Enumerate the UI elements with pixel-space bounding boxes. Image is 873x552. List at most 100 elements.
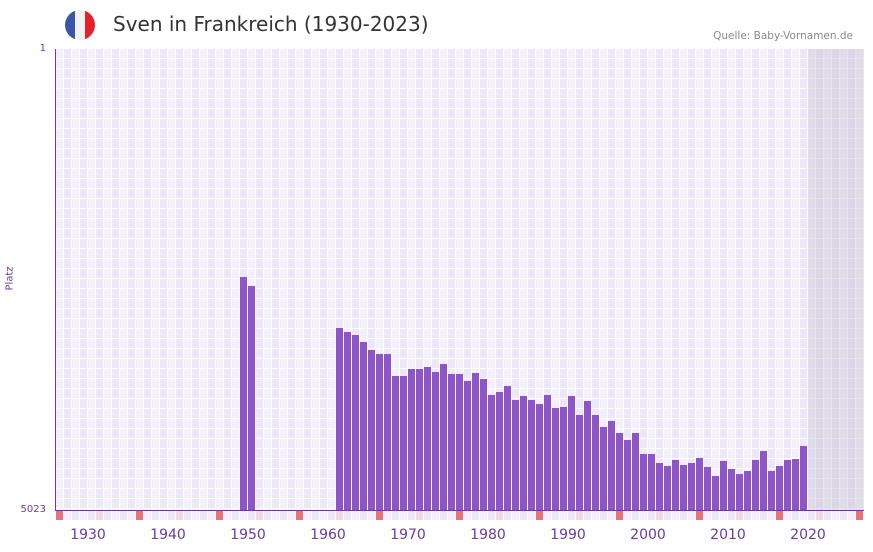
bar-2005[interactable] bbox=[672, 459, 679, 510]
bar-1969[interactable] bbox=[384, 353, 391, 510]
year-strip-cell bbox=[760, 511, 767, 520]
x-tick-label: 1990 bbox=[550, 527, 586, 543]
bar-1972[interactable] bbox=[408, 368, 415, 510]
year-strip-cell bbox=[256, 511, 263, 520]
bar-2015[interactable] bbox=[752, 459, 759, 510]
bar-1981[interactable] bbox=[480, 378, 487, 510]
year-strip-cell bbox=[56, 511, 63, 520]
bar-1970[interactable] bbox=[392, 375, 399, 510]
x-tick-label: 1960 bbox=[310, 527, 346, 543]
year-strip-cell bbox=[648, 511, 655, 520]
year-strip-cell bbox=[136, 511, 143, 520]
x-tick-label: 1970 bbox=[390, 527, 426, 543]
source-link[interactable]: Quelle: Baby-Vornamen.de bbox=[713, 30, 853, 42]
bar-1984[interactable] bbox=[504, 385, 511, 510]
bar-2016[interactable] bbox=[760, 450, 767, 510]
year-strip-cell bbox=[288, 511, 295, 520]
year-strip-cell bbox=[352, 511, 359, 520]
bar-2012[interactable] bbox=[728, 468, 735, 510]
bar-2006[interactable] bbox=[680, 464, 687, 510]
bar-2001[interactable] bbox=[640, 453, 647, 510]
bar-2010[interactable] bbox=[712, 475, 719, 510]
bar-1978[interactable] bbox=[456, 373, 463, 510]
bar-1992[interactable] bbox=[568, 395, 575, 510]
bar-2008[interactable] bbox=[696, 457, 703, 510]
year-strip-cell bbox=[488, 511, 495, 520]
bar-2014[interactable] bbox=[744, 470, 751, 510]
bar-1991[interactable] bbox=[560, 406, 567, 510]
year-strip-cell bbox=[688, 511, 695, 520]
year-strip-cell bbox=[360, 511, 367, 520]
year-strip-cell bbox=[312, 511, 319, 520]
bar-1975[interactable] bbox=[432, 371, 439, 510]
bar-1971[interactable] bbox=[400, 375, 407, 510]
bar-1974[interactable] bbox=[424, 366, 431, 510]
bar-2011[interactable] bbox=[720, 460, 727, 510]
year-strip-cell bbox=[72, 511, 79, 520]
year-strip-cell bbox=[704, 511, 711, 520]
bar-1983[interactable] bbox=[496, 391, 503, 510]
year-strip-cell bbox=[848, 511, 855, 520]
bar-2013[interactable] bbox=[736, 473, 743, 510]
bar-1995[interactable] bbox=[592, 414, 599, 510]
year-strip-cell bbox=[808, 511, 815, 520]
year-strip-cell bbox=[248, 511, 255, 520]
bar-2004[interactable] bbox=[664, 465, 671, 510]
bar-1977[interactable] bbox=[448, 373, 455, 510]
bar-2007[interactable] bbox=[688, 462, 695, 510]
year-strip-cell bbox=[568, 511, 575, 520]
year-strip-cell bbox=[152, 511, 159, 520]
year-strip-cell bbox=[680, 511, 687, 520]
year-strip-cell bbox=[264, 511, 271, 520]
year-strip-cell bbox=[712, 511, 719, 520]
year-strip-cell bbox=[640, 511, 647, 520]
year-strip-cell bbox=[824, 511, 831, 520]
bar-1973[interactable] bbox=[416, 368, 423, 510]
bar-2018[interactable] bbox=[776, 465, 783, 510]
x-tick-label: 1950 bbox=[230, 527, 266, 543]
year-strip-cell bbox=[520, 511, 527, 520]
bar-2019[interactable] bbox=[784, 459, 791, 510]
year-strip-cell bbox=[512, 511, 519, 520]
bar-1998[interactable] bbox=[616, 432, 623, 510]
bar-1965[interactable] bbox=[352, 334, 359, 510]
bar-1997[interactable] bbox=[608, 420, 615, 510]
bar-1980[interactable] bbox=[472, 372, 479, 510]
bar-1989[interactable] bbox=[544, 394, 551, 510]
bar-1990[interactable] bbox=[552, 407, 559, 510]
year-strip-cell bbox=[448, 511, 455, 520]
bar-1985[interactable] bbox=[512, 399, 519, 510]
year-strip-cell bbox=[304, 511, 311, 520]
bar-2017[interactable] bbox=[768, 470, 775, 510]
bar-1999[interactable] bbox=[624, 439, 631, 510]
bar-1982[interactable] bbox=[488, 394, 495, 510]
bar-1952[interactable] bbox=[248, 285, 255, 510]
bar-1993[interactable] bbox=[576, 414, 583, 510]
bar-1966[interactable] bbox=[360, 341, 367, 510]
bar-2003[interactable] bbox=[656, 462, 663, 510]
bar-1986[interactable] bbox=[520, 395, 527, 510]
bar-2002[interactable] bbox=[648, 453, 655, 510]
year-strip-cell bbox=[792, 511, 799, 520]
bar-1987[interactable] bbox=[528, 399, 535, 510]
bar-2020[interactable] bbox=[792, 458, 799, 510]
bar-1988[interactable] bbox=[536, 403, 543, 510]
bar-1976[interactable] bbox=[440, 363, 447, 510]
bar-2000[interactable] bbox=[632, 432, 639, 510]
bar-1996[interactable] bbox=[600, 426, 607, 510]
year-strip-cell bbox=[840, 511, 847, 520]
bar-1979[interactable] bbox=[464, 380, 471, 510]
year-strip-cell bbox=[776, 511, 783, 520]
year-strip-cell bbox=[296, 511, 303, 520]
bar-1951[interactable] bbox=[240, 276, 247, 510]
bar-1963[interactable] bbox=[336, 327, 343, 510]
bar-1994[interactable] bbox=[584, 400, 591, 510]
bar-1968[interactable] bbox=[376, 353, 383, 510]
bar-1964[interactable] bbox=[344, 331, 351, 510]
bar-2009[interactable] bbox=[704, 466, 711, 510]
year-strip-cell bbox=[616, 511, 623, 520]
year-strip-cell bbox=[480, 511, 487, 520]
bar-1967[interactable] bbox=[368, 350, 375, 510]
bar-2021[interactable] bbox=[800, 445, 807, 510]
year-strip-cell bbox=[80, 511, 87, 520]
